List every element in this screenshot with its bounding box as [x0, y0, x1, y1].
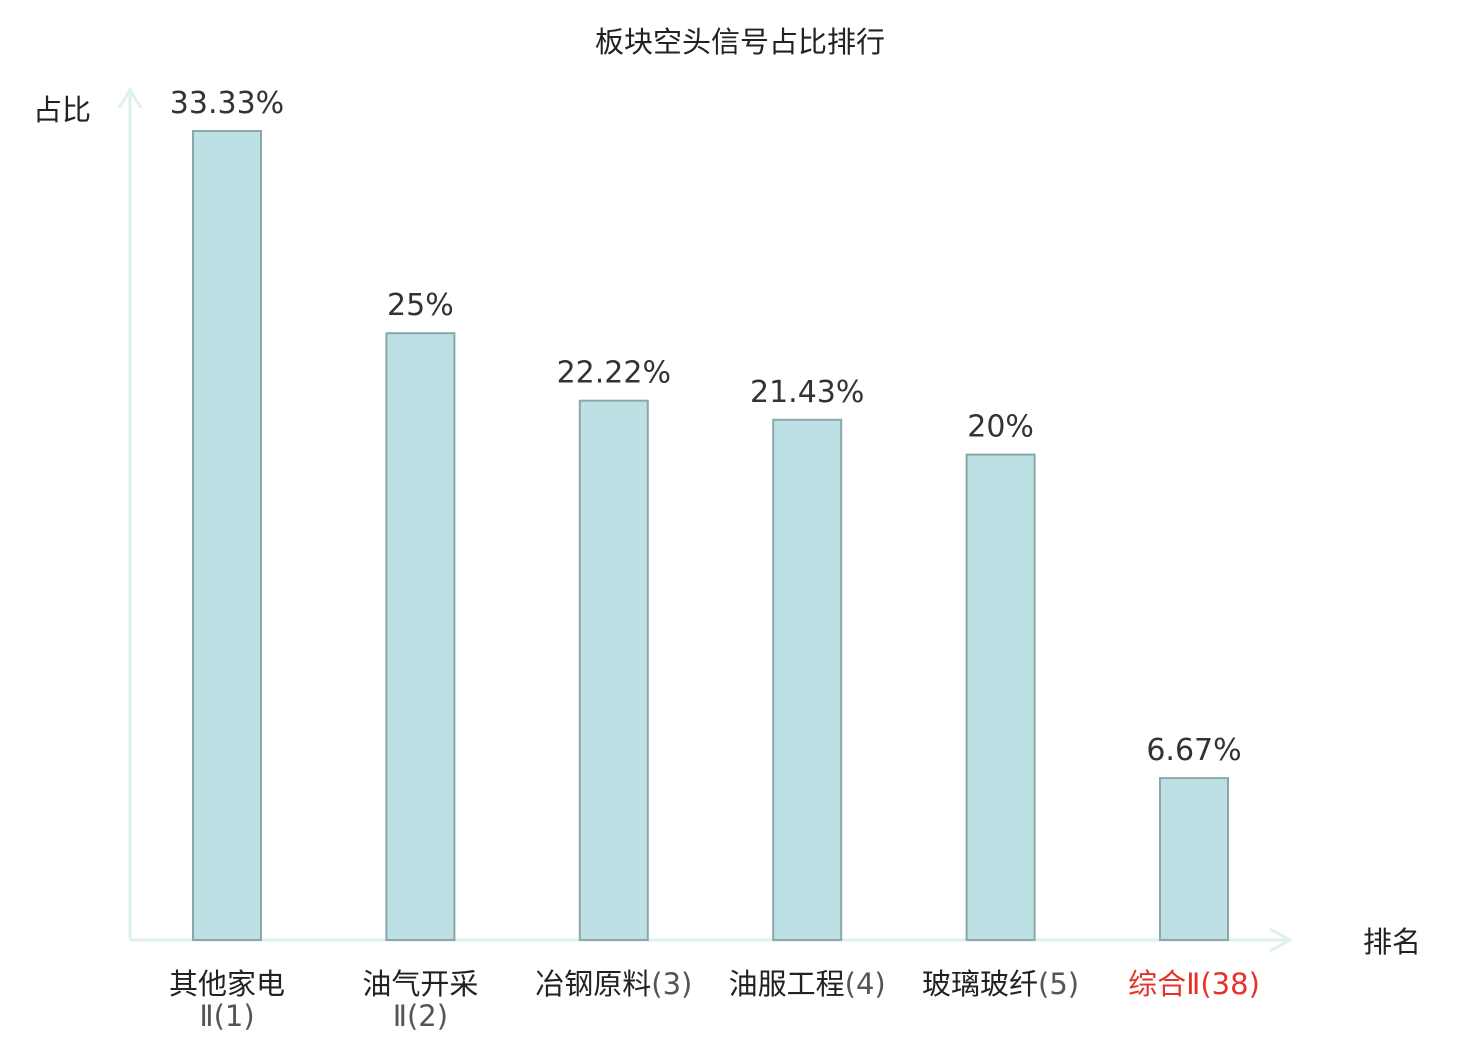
bar-value-label: 22.22% [557, 356, 671, 391]
category-rank: Ⅱ(1) [199, 999, 254, 1033]
value-labels-group: 33.33% 25% 22.22% 21.43% 20% 6.67% [170, 86, 1242, 768]
category-labels-group: 其他家电 Ⅱ(1)油气开采 Ⅱ(2)冶钢原料(3) 油服工程(4) 玻璃玻纤(5) 综合Ⅱ… [169, 967, 1260, 1033]
x-axis-label: 排名 [1363, 925, 1421, 959]
bar-value-label: 6.67% [1146, 733, 1241, 768]
category-name: 玻璃玻纤 [922, 967, 1038, 1001]
category-tick-label: 冶钢原料(3) [535, 967, 692, 1001]
bar [192, 130, 262, 941]
category-tick-label: 油气开采 Ⅱ(2) [362, 967, 478, 1033]
bar-value-label: 25% [387, 288, 454, 323]
bar [772, 418, 843, 941]
bar [578, 399, 649, 941]
category-name: 冶钢原料 [535, 967, 651, 1001]
y-axis-label: 占比 [33, 93, 91, 127]
bar-value-label: 21.43% [750, 375, 864, 410]
x-axis-arrow-icon [1269, 927, 1294, 953]
bar [965, 453, 1036, 941]
category-rank: Ⅱ(2) [393, 999, 448, 1033]
bar-value-label: 33.33% [170, 86, 284, 121]
category-tick-label: 其他家电 Ⅱ(1) [169, 967, 285, 1033]
category-name: 油服工程 [729, 967, 845, 1001]
category-name: 综合 [1128, 967, 1186, 1001]
category-rank: (3) [651, 967, 692, 1001]
category-name: 油气开采 [362, 967, 478, 1001]
category-name: 其他家电 [169, 967, 285, 1001]
category-rank: Ⅱ(38) [1186, 967, 1260, 1001]
category-tick-label: 油服工程(4) [729, 967, 886, 1001]
bar [1159, 777, 1229, 941]
category-rank: (4) [845, 967, 886, 1001]
category-tick-label: 玻璃玻纤(5) [922, 967, 1079, 1001]
chart-title: 板块空头信号占比排行 [595, 25, 885, 59]
bar [385, 332, 456, 941]
category-rank: (5) [1038, 967, 1079, 1001]
axes [117, 87, 1294, 953]
bars-group [192, 130, 1229, 941]
y-axis-arrow-icon [117, 87, 143, 109]
category-tick-label: 综合Ⅱ(38) [1128, 967, 1260, 1001]
bar-value-label: 20% [967, 410, 1034, 445]
